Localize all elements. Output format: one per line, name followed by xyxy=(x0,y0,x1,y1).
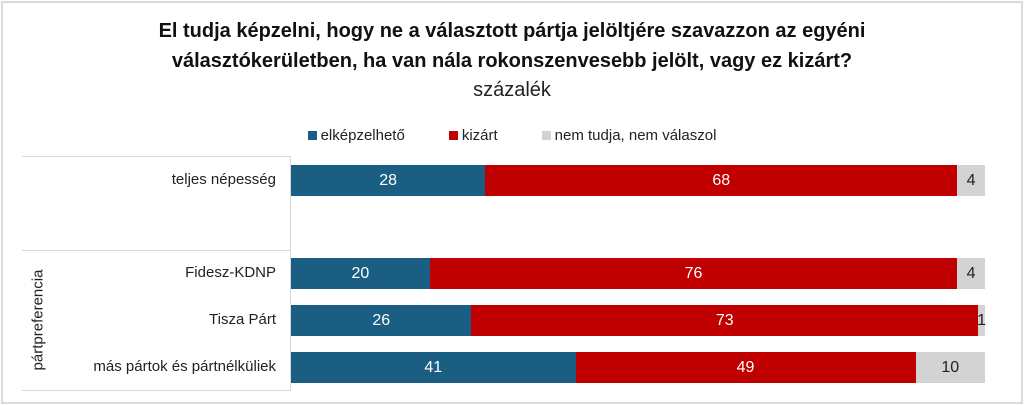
data-label: 49 xyxy=(736,358,755,376)
bar-segment-nem-tudja: 4 xyxy=(957,165,985,196)
data-label: 26 xyxy=(372,311,391,329)
bar-segment-kizart: 76 xyxy=(429,258,958,289)
data-label: 1 xyxy=(977,311,986,329)
bar-segment-elkepzelheto: 20 xyxy=(291,258,430,289)
legend-label: kizárt xyxy=(461,127,498,144)
data-label: 68 xyxy=(712,171,731,189)
legend: elképzelhető kizárt nem tudja, nem válas… xyxy=(0,127,1024,144)
data-label: 28 xyxy=(379,171,398,189)
chart-subtitle: százalék xyxy=(473,79,551,101)
data-label: 20 xyxy=(351,264,370,282)
legend-item-elkepzelheto: elképzelhető xyxy=(307,127,405,144)
legend-swatch xyxy=(448,131,458,140)
chart-title-line-1: El tudja képzelni, hogy ne a választott … xyxy=(158,20,866,42)
legend-item-nem-tudja: nem tudja, nem válaszol xyxy=(541,127,717,144)
bar-segment-nem-tudja: 1 xyxy=(977,305,986,336)
bar-segment-elkepzelheto: 26 xyxy=(291,305,472,336)
legend-swatch xyxy=(541,131,551,140)
legend-swatch xyxy=(307,131,317,140)
data-label: 73 xyxy=(715,311,734,329)
bar-row-mas-partok: 41 49 10 xyxy=(291,352,985,383)
chart-title-line-2: választókerületben, ha van nála rokonsze… xyxy=(171,50,853,72)
table-line-top xyxy=(22,156,291,157)
bar-segment-kizart: 68 xyxy=(485,165,958,196)
table-line-vertical xyxy=(290,156,291,391)
data-label: 41 xyxy=(424,358,443,376)
bar-segment-kizart: 73 xyxy=(471,305,979,336)
data-label: 76 xyxy=(684,264,703,282)
data-label: 10 xyxy=(941,358,960,376)
legend-label: elképzelhető xyxy=(320,127,405,144)
bar-segment-nem-tudja: 4 xyxy=(957,258,985,289)
bar-segment-nem-tudja: 10 xyxy=(915,352,985,383)
legend-label: nem tudja, nem válaszol xyxy=(554,127,717,144)
data-label: 4 xyxy=(966,264,976,282)
category-label: teljes népesség xyxy=(171,171,276,188)
bar-segment-elkepzelheto: 41 xyxy=(291,352,576,383)
group-label-partpreferencia: pártpreferencia xyxy=(29,269,47,371)
legend-item-kizart: kizárt xyxy=(448,127,498,144)
category-label: Tisza Párt xyxy=(209,311,276,328)
category-label: más pártok és pártnélküliek xyxy=(93,358,276,375)
bar-row-teljes-nepesseg: 28 68 4 xyxy=(291,165,985,196)
table-line-middle xyxy=(22,250,291,251)
bar-row-tisza-part: 26 73 1 xyxy=(291,305,986,336)
category-label: Fidesz-KDNP xyxy=(185,264,276,281)
table-line-bottom xyxy=(22,390,291,391)
bar-segment-kizart: 49 xyxy=(575,352,916,383)
data-label: 4 xyxy=(966,171,976,189)
bar-segment-elkepzelheto: 28 xyxy=(291,165,486,196)
bar-row-fidesz-kdnp: 20 76 4 xyxy=(291,258,985,289)
